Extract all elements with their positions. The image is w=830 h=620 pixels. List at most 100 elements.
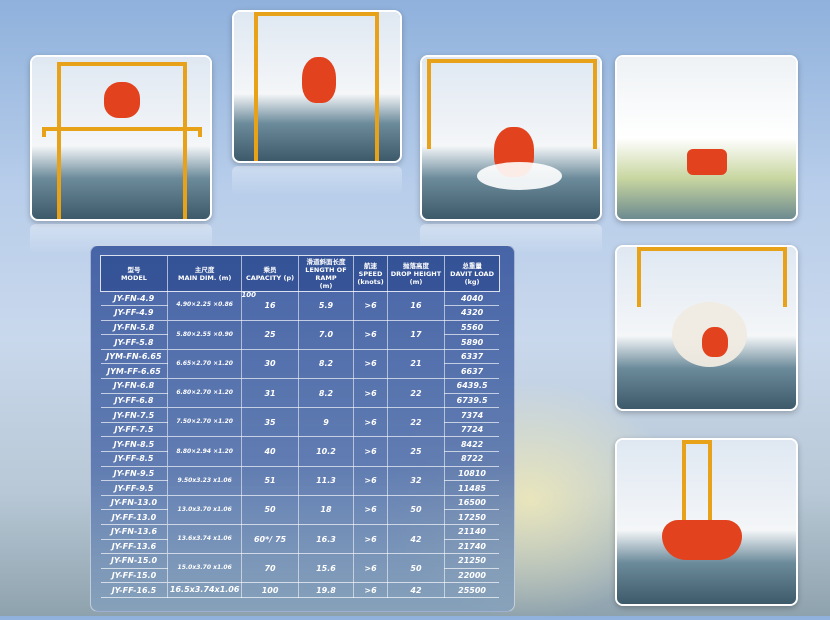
drop-height-cell: 42 [387,524,446,555]
davit-load-cell: 7724 [444,422,499,438]
specifications-table: 型号 MODEL 主尺度 MAIN DIM. (m) 乘员 CAPACITY (p) 滑道斜… [100,255,500,598]
header-model-zh: 型号 [127,265,141,274]
capacity-cell: 60*/ 75 [241,524,299,555]
header-ramp-length-zh: 滑道斜面长度 [306,257,346,266]
davit-load-cell: 4320 [444,305,499,321]
model-cell: JY-FN-13.6 [101,524,168,540]
speed-cell: >6 [353,582,388,598]
main-dim-cell: 15.0x3.70 x1.06 [167,553,243,584]
header-capacity: 乘员 CAPACITY (p) [241,256,299,291]
photo-lifeboat-entering-water [420,55,602,221]
speed-cell: >6 [353,495,388,526]
davit-load-cell: 21140 [444,524,499,540]
capacity-cell: 35 [241,407,299,438]
table-row: JYM-FN-6.65 6.65×2.70 ×1.20 30 8.2 >6 21 6337 [101,349,499,380]
header-ramp-length-en: LENGTH OF RAMP [305,265,347,282]
ramp-length-cell: 18 [298,495,355,526]
drop-height-cell: 22 [387,378,446,409]
capacity-cell: 100 16 [241,291,299,321]
capacity-cell: 70 [241,553,299,584]
table-row: JY-FF-9.5 11485 [101,480,499,496]
davit-load-cell: 6337 [444,349,499,365]
ramp-length-cell: 15.6 [298,553,355,584]
speed-cell: >6 [353,291,388,321]
table-row: JY-FN-8.5 8.80×2.94 ×1.20 40 10.2 >6 25 8422 [101,436,499,467]
ramp-length-cell: 8.2 [298,349,355,380]
davit-load-cell: 6739.5 [444,393,499,409]
capacity-cell: 31 [241,378,299,409]
model-cell: JY-FF-8.5 [101,451,168,467]
ramp-length-cell: 19.8 [298,582,355,598]
drop-height-cell: 22 [387,407,446,438]
table-row: JY-FN-13.6 13.6x3.74 x1.06 60*/ 75 16.3 >6 42… [101,524,499,555]
table-row: JY-FF-13.6 21740 [101,539,499,555]
capacity-cell: 51 [241,466,299,496]
davit-load-cell: 21740 [444,539,499,555]
capacity-cell: 25 [241,320,299,350]
davit-load-cell: 5890 [444,334,499,350]
capacity-note: 100 [241,291,257,299]
specifications-panel: 型号 MODEL 主尺度 MAIN DIM. (m) 乘员 CAPACITY (p) 滑道斜… [90,245,515,612]
header-drop-height-unit: (m) [409,277,423,286]
speed-cell: >6 [353,349,388,380]
model-cell: JY-FF-13.0 [101,509,168,525]
drop-height-cell: 16 [387,291,446,321]
drop-height-cell: 17 [387,320,446,350]
header-main-dim-zh: 主尺度 [194,265,215,274]
main-dim-cell: 8.80×2.94 ×1.20 [167,436,243,467]
table-row: JY-FF-8.5 8722 [101,451,499,467]
davit-load-cell: 21250 [444,553,499,569]
speed-cell: >6 [353,524,388,555]
photo-lifeboat-underway [615,438,798,606]
model-cell: JY-FN-5.8 [101,320,168,336]
ramp-length-cell: 8.2 [298,378,355,409]
speed-cell: >6 [353,436,388,467]
capacity-cell: 50 [241,495,299,526]
main-dim-cell: 16.5x3.74x1.06 [167,582,243,598]
header-speed-zh: 航速 [364,261,378,270]
davit-load-cell: 8422 [444,436,499,453]
header-davit-load-en: DAVIT LOAD [450,269,494,278]
main-dim-cell: 7.50×2.70 ×1.20 [167,407,243,438]
davit-load-cell: 7374 [444,407,499,423]
davit-load-cell: 4040 [444,291,499,307]
speed-cell: >6 [353,320,388,350]
capacity-cell: 30 [241,349,299,380]
davit-load-cell: 6637 [444,363,499,380]
table-row: JY-FN-6.8 6.80×2.70 ×1.20 31 8.2 >6 22 6439.5 [101,378,499,409]
header-drop-height: 抛落高度 DROP HEIGHT (m) [387,256,446,291]
model-cell: JY-FF-15.0 [101,568,168,584]
drop-height-cell: 21 [387,349,446,380]
davit-load-cell: 10810 [444,466,499,482]
header-davit-load-unit: (kg) [464,277,480,286]
main-dim-cell: 4.90×2.25 ×0.86 [167,291,243,321]
header-speed: 航速 SPEED (knots) [353,256,388,291]
header-drop-height-en: DROP HEIGHT [390,269,442,278]
table-row: JY-FF-7.5 7724 [101,422,499,438]
photo-lifeboat-lowering [232,10,402,163]
table-row: JY-FF-15.0 22000 [101,568,499,584]
davit-load-cell: 5560 [444,320,499,336]
header-model-en: MODEL [120,273,147,282]
model-cell: JY-FF-4.9 [101,305,168,321]
model-cell: JY-FF-7.5 [101,422,168,438]
table-row: JY-FN-4.9 4.90×2.25 ×0.86 100 16 5.9 >6 16 4040 [101,291,499,321]
model-cell: JY-FN-15.0 [101,553,168,569]
main-dim-cell: 13.6x3.74 x1.06 [167,524,243,555]
davit-load-cell: 22000 [444,568,499,584]
davit-load-cell: 11485 [444,480,499,496]
header-ramp-length: 滑道斜面长度 LENGTH OF RAMP (m) [298,256,355,291]
main-dim-cell: 6.80×2.70 ×1.20 [167,378,243,409]
capacity-cell: 40 [241,436,299,467]
capacity-value: 16 [264,300,276,310]
ramp-length-cell: 7.0 [298,320,355,350]
davit-load-cell: 8722 [444,451,499,467]
speed-cell: >6 [353,407,388,438]
davit-load-cell: 16500 [444,495,499,511]
main-dim-cell: 13.0x3.70 x1.06 [167,495,243,526]
header-main-dim-en: MAIN DIM. (m) [177,273,232,282]
davit-load-cell: 6439.5 [444,378,499,394]
davit-load-cell: 25500 [444,582,499,598]
table-row: JY-FF-6.8 6739.5 [101,393,499,409]
model-cell: JY-FN-4.9 [101,291,168,307]
